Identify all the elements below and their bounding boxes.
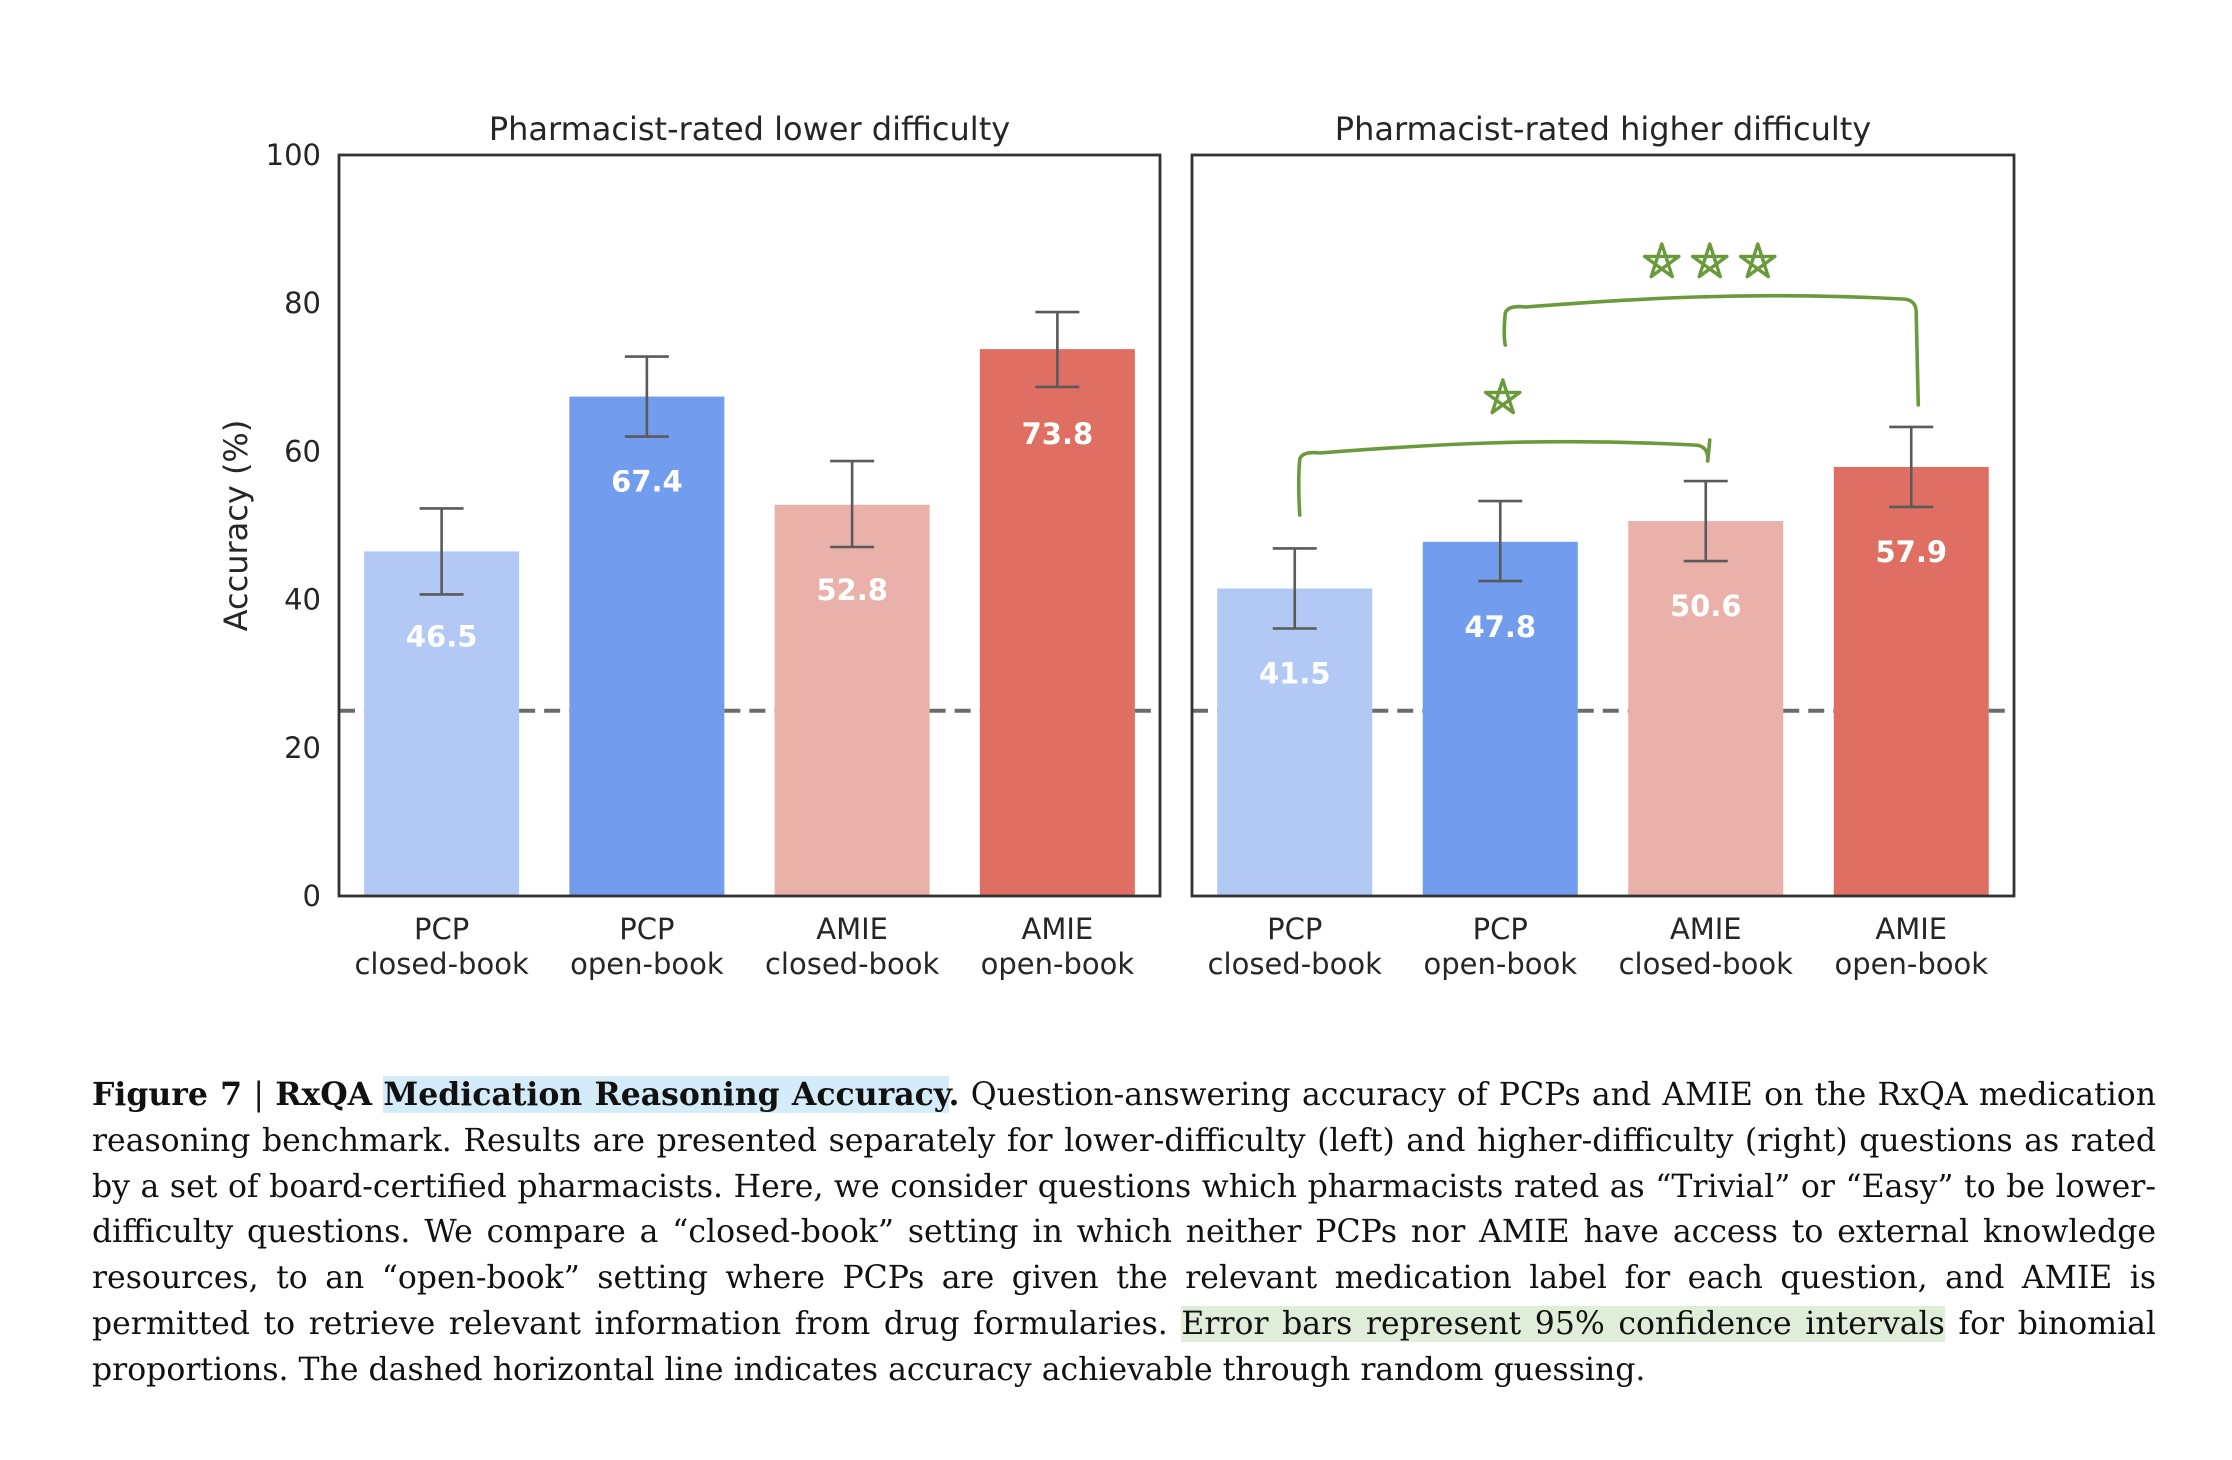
x-tick-label-line: closed-book: [1208, 947, 1382, 981]
bar: [364, 551, 520, 896]
y-tick-label: 80: [284, 286, 321, 320]
bar: [979, 349, 1135, 897]
error-bar: [1889, 425, 1934, 509]
x-tick-label-line: open-book: [1834, 947, 1988, 981]
caption-separator: |: [253, 1077, 264, 1113]
value-label: 50.6: [1670, 589, 1742, 623]
figure-label: Figure 7: [92, 1076, 243, 1113]
significance-bracket: [1296, 378, 1712, 517]
error-bar: [830, 459, 875, 549]
x-tick-label-line: AMIE: [1670, 912, 1742, 946]
x-tick-label-line: closed-book: [1619, 947, 1793, 981]
y-axis-label: Accuracy (%): [217, 420, 255, 632]
y-tick-label: 40: [284, 583, 321, 617]
bracket-line: [1502, 293, 1921, 407]
panel-higher-difficulty: Pharmacist-rated higher difficulty 41.5 47…: [1190, 110, 2016, 981]
panel-title: Pharmacist-rated lower difficulty: [489, 110, 1010, 148]
x-tick-label: AMIE closed-book: [1619, 912, 1793, 981]
x-tick-label: AMIE open-book: [981, 912, 1135, 981]
x-tick-label-line: closed-book: [765, 947, 939, 981]
caption-error-bars-highlight: Error bars represent 95% confidence inte…: [1181, 1305, 1945, 1342]
x-tick-label-line: open-book: [570, 947, 724, 981]
error-bar: [624, 355, 669, 438]
error-bar: [1035, 310, 1080, 389]
significance-star-icon: [1690, 242, 1729, 279]
x-tick-label: PCP closed-book: [1208, 912, 1382, 981]
error-bar: [1683, 479, 1728, 563]
caption-title-end: .: [948, 1076, 960, 1113]
error-bar: [1272, 547, 1317, 630]
x-tick-label: PCP open-book: [1423, 912, 1577, 981]
x-tick-label-line: PCP: [1473, 912, 1528, 946]
bar: [569, 396, 725, 896]
plot-frame: [337, 153, 1162, 898]
x-tick-label-line: open-book: [981, 947, 1135, 981]
x-tick-label-line: AMIE: [1022, 912, 1094, 946]
bar: [774, 504, 930, 896]
x-tick-label-line: PCP: [414, 912, 469, 946]
x-tick-label-line: PCP: [619, 912, 674, 946]
bar: [1628, 521, 1784, 896]
significance-bracket: [1502, 242, 1921, 407]
error-bar: [1478, 499, 1523, 583]
value-label: 52.8: [816, 573, 888, 607]
caption-title-highlight: Medication Reasoning Accuracy: [383, 1076, 949, 1113]
y-tick-label: 0: [303, 879, 321, 913]
error-bar: [419, 507, 464, 596]
significance-star-icon: [1483, 378, 1522, 415]
value-label: 41.5: [1259, 656, 1331, 690]
y-tick-label: 100: [266, 138, 321, 172]
y-tick-label: 60: [284, 434, 321, 468]
panel-lower-difficulty: Pharmacist-rated lower difficulty 46.5 67.…: [217, 110, 1162, 981]
value-label: 47.8: [1464, 610, 1536, 644]
y-tick-label: 20: [284, 731, 321, 765]
caption-title-prefix: RxQA: [275, 1076, 373, 1113]
x-tick-label-line: open-book: [1423, 947, 1577, 981]
plot-frame: [1190, 153, 2016, 898]
x-tick-label: PCP closed-book: [354, 912, 528, 981]
significance-star-icon: [1738, 242, 1777, 279]
value-label: 46.5: [406, 619, 478, 653]
x-tick-label-line: AMIE: [816, 912, 888, 946]
panel-title: Pharmacist-rated higher difficulty: [1335, 110, 1871, 148]
x-tick-label-line: PCP: [1267, 912, 1322, 946]
caption-text-1: Question-answering accuracy of PCPs and …: [92, 1077, 2156, 1342]
bar: [1422, 541, 1578, 896]
caption-text-2: for binomial proportions. The dashed hor…: [92, 1305, 2156, 1388]
figure-chart: Pharmacist-rated lower difficulty 46.5 67.…: [217, 110, 2016, 981]
x-tick-label: AMIE open-book: [1834, 912, 1988, 981]
x-tick-label: PCP open-book: [570, 912, 724, 981]
bar: [1217, 588, 1373, 896]
figure-caption: Figure 7 | RxQA Medication Reasoning Acc…: [92, 1072, 2156, 1394]
value-label: 73.8: [1022, 417, 1094, 451]
x-tick-label-line: AMIE: [1875, 912, 1947, 946]
x-tick-label-line: closed-book: [354, 947, 528, 981]
significance-star-icon: [1642, 242, 1681, 279]
bracket-line: [1296, 438, 1712, 517]
value-label: 67.4: [611, 465, 683, 499]
bar: [1833, 466, 1989, 896]
value-label: 57.9: [1875, 535, 1947, 569]
x-tick-label: AMIE closed-book: [765, 912, 939, 981]
